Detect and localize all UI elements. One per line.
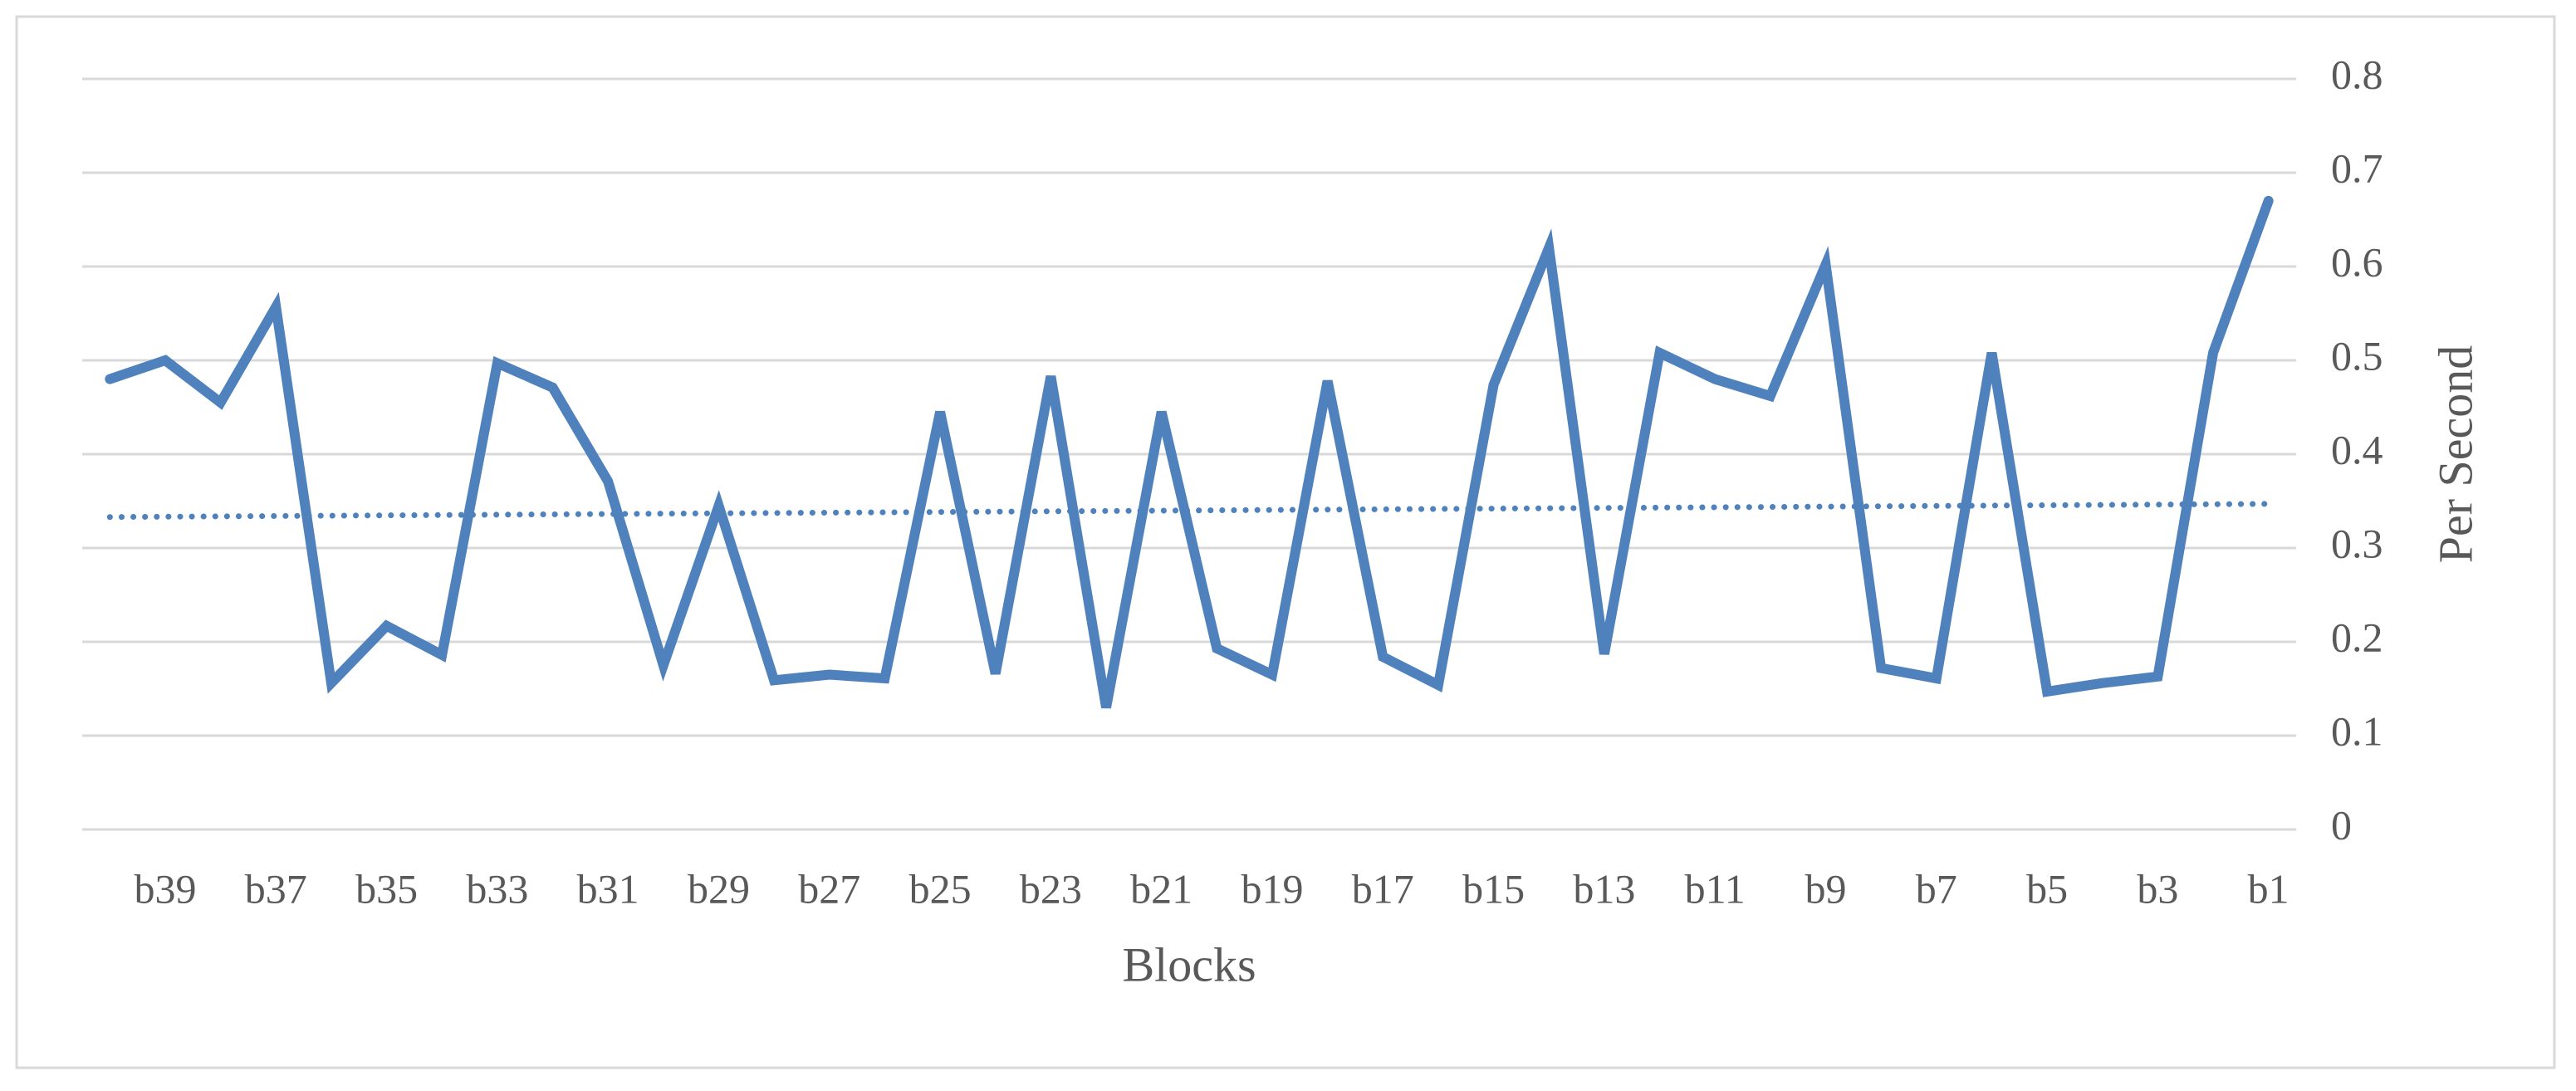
x-tick-label: b27 <box>798 865 860 912</box>
y-axis-title: Per Second <box>2428 345 2482 564</box>
chart-border <box>15 15 2556 1069</box>
x-tick-label: b17 <box>1352 865 1414 912</box>
y-tick-label: 0.4 <box>2331 426 2383 472</box>
trend-line <box>106 501 2272 521</box>
x-tick-label: b11 <box>1685 865 1746 912</box>
x-tick-label: b13 <box>1573 865 1635 912</box>
y-tick-label: 0 <box>2331 801 2352 848</box>
x-axis-title: Blocks <box>1122 937 1256 991</box>
y-tick-label: 0.8 <box>2331 51 2383 97</box>
y-tick-label: 0.3 <box>2331 520 2383 566</box>
x-tick-label: b3 <box>2137 865 2178 912</box>
x-tick-label: b29 <box>688 865 750 912</box>
x-tick-label: b21 <box>1130 865 1193 912</box>
x-tick-label: b9 <box>1805 865 1846 912</box>
x-tick-label: b31 <box>577 865 639 912</box>
x-tick-label: b23 <box>1020 865 1082 912</box>
x-tick-label: b33 <box>466 865 528 912</box>
y-tick-label: 0.1 <box>2331 707 2383 754</box>
x-tick-label: b5 <box>2026 865 2068 912</box>
data-line <box>105 195 2274 709</box>
x-tick-label: b39 <box>134 865 196 912</box>
x-tick-label: b1 <box>2248 865 2290 912</box>
x-tick-label: b25 <box>909 865 972 912</box>
y-tick-label: 0.7 <box>2331 144 2383 191</box>
y-tick-label: 0.5 <box>2331 332 2383 379</box>
x-tick-label: b15 <box>1462 865 1525 912</box>
x-tick-label: b7 <box>1916 865 1957 912</box>
x-tick-label: b19 <box>1241 865 1303 912</box>
y-tick-label: 0.6 <box>2331 238 2383 285</box>
x-tick-label: b37 <box>245 865 307 912</box>
y-tick-label: 0.2 <box>2331 614 2383 660</box>
x-tick-label: b35 <box>355 865 418 912</box>
